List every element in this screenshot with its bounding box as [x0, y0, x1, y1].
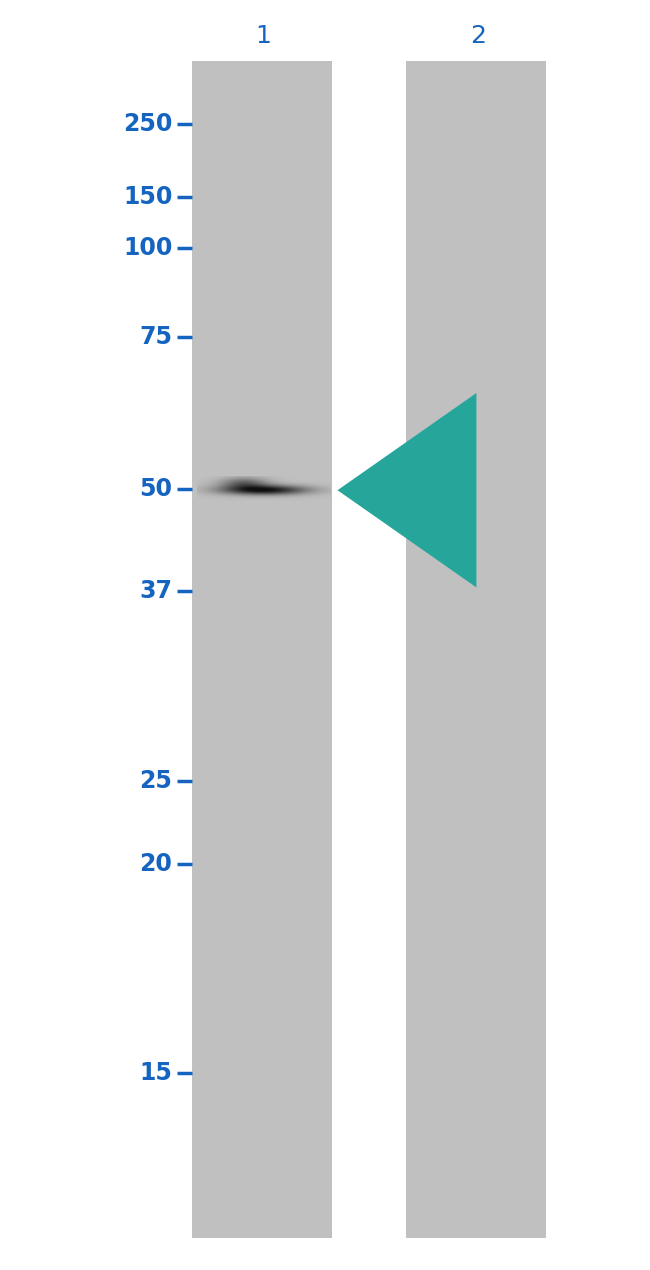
Text: 100: 100: [123, 236, 172, 259]
Text: 1: 1: [255, 24, 271, 47]
Text: 37: 37: [139, 579, 172, 602]
Text: 20: 20: [139, 852, 172, 875]
Text: 75: 75: [139, 325, 172, 348]
Text: 250: 250: [123, 113, 172, 136]
Bar: [406, 61, 546, 1238]
Text: 50: 50: [139, 478, 172, 500]
Bar: [192, 61, 332, 1238]
Text: 15: 15: [139, 1062, 172, 1085]
Text: 25: 25: [139, 770, 172, 792]
Text: 2: 2: [470, 24, 486, 47]
Text: 150: 150: [123, 185, 172, 208]
